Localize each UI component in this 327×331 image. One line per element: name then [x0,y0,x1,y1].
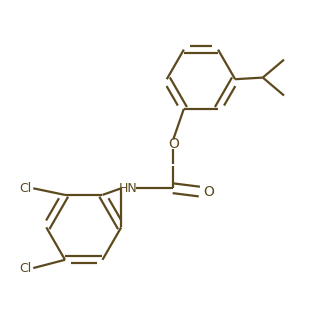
Text: Cl: Cl [19,182,31,195]
Text: HN: HN [119,182,138,195]
Text: O: O [168,137,179,151]
Text: O: O [203,185,214,199]
Text: Cl: Cl [19,261,31,275]
